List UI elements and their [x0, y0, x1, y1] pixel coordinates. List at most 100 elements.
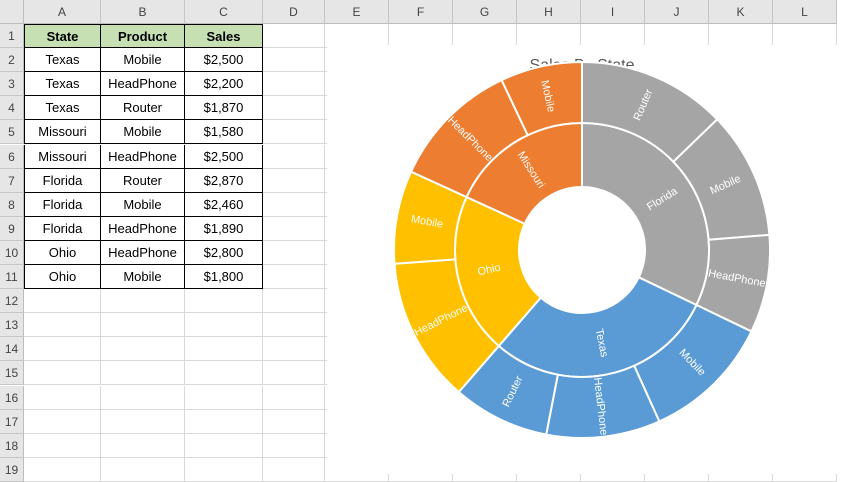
- table-cell[interactable]: $2,500: [185, 48, 263, 73]
- cell[interactable]: [263, 72, 325, 97]
- table-cell[interactable]: Router: [101, 96, 185, 121]
- row-header-10[interactable]: 10: [0, 240, 24, 265]
- column-header-K[interactable]: K: [709, 0, 773, 24]
- cell[interactable]: [263, 48, 325, 73]
- cell[interactable]: [24, 457, 101, 482]
- cell[interactable]: [24, 337, 101, 362]
- column-header-L[interactable]: L: [773, 0, 837, 24]
- cell[interactable]: [101, 385, 185, 410]
- table-cell[interactable]: $2,200: [185, 72, 263, 97]
- table-cell[interactable]: $1,800: [185, 265, 263, 290]
- cell[interactable]: [185, 313, 263, 338]
- cell[interactable]: [185, 457, 263, 482]
- cell[interactable]: [263, 361, 325, 386]
- table-header-cell[interactable]: State: [24, 24, 101, 49]
- row-header-15[interactable]: 15: [0, 361, 24, 386]
- row-header-2[interactable]: 2: [0, 48, 24, 73]
- cell[interactable]: [185, 337, 263, 362]
- row-header-6[interactable]: 6: [0, 144, 24, 169]
- cell[interactable]: [263, 337, 325, 362]
- row-header-17[interactable]: 17: [0, 409, 24, 434]
- table-cell[interactable]: Mobile: [101, 48, 185, 73]
- table-cell[interactable]: $1,870: [185, 96, 263, 121]
- row-header-13[interactable]: 13: [0, 313, 24, 338]
- row-header-1[interactable]: 1: [0, 24, 24, 49]
- row-header-3[interactable]: 3: [0, 72, 24, 97]
- row-header-19[interactable]: 19: [0, 457, 24, 482]
- table-cell[interactable]: HeadPhone: [101, 216, 185, 241]
- table-cell[interactable]: Florida: [24, 216, 101, 241]
- column-header-A[interactable]: A: [24, 0, 101, 24]
- cell[interactable]: [101, 433, 185, 458]
- cell[interactable]: [263, 240, 325, 265]
- table-cell[interactable]: $2,870: [185, 168, 263, 193]
- column-header-I[interactable]: I: [581, 0, 645, 24]
- cell[interactable]: [101, 337, 185, 362]
- cell[interactable]: [185, 409, 263, 434]
- sunburst-product-missouri-mobile[interactable]: [500, 60, 583, 137]
- column-header-C[interactable]: C: [185, 0, 263, 24]
- cell[interactable]: [263, 192, 325, 217]
- cell[interactable]: [185, 433, 263, 458]
- row-header-11[interactable]: 11: [0, 265, 24, 290]
- cell[interactable]: [263, 409, 325, 434]
- cell[interactable]: [263, 433, 325, 458]
- table-cell[interactable]: Texas: [24, 48, 101, 73]
- table-cell[interactable]: Ohio: [24, 265, 101, 290]
- cell[interactable]: [185, 385, 263, 410]
- table-header-cell[interactable]: Sales: [185, 24, 263, 49]
- table-cell[interactable]: $2,460: [185, 192, 263, 217]
- select-all-corner[interactable]: [0, 0, 24, 24]
- cell[interactable]: [24, 361, 101, 386]
- cell[interactable]: [24, 313, 101, 338]
- row-header-7[interactable]: 7: [0, 168, 24, 193]
- table-cell[interactable]: Texas: [24, 96, 101, 121]
- cell[interactable]: [263, 216, 325, 241]
- table-cell[interactable]: HeadPhone: [101, 240, 185, 265]
- cell[interactable]: [263, 385, 325, 410]
- cell[interactable]: [263, 289, 325, 314]
- cell[interactable]: [185, 289, 263, 314]
- cell[interactable]: [263, 144, 325, 169]
- column-header-D[interactable]: D: [263, 0, 325, 24]
- cell[interactable]: [263, 24, 325, 49]
- row-header-4[interactable]: 4: [0, 96, 24, 121]
- table-cell[interactable]: Missouri: [24, 144, 101, 169]
- row-header-14[interactable]: 14: [0, 337, 24, 362]
- table-cell[interactable]: Mobile: [101, 192, 185, 217]
- cell[interactable]: [24, 433, 101, 458]
- sunburst-chart[interactable]: Sales By State FloridaRouterMobileHeadPh…: [327, 45, 837, 474]
- table-cell[interactable]: $1,580: [185, 120, 263, 145]
- cell[interactable]: [185, 361, 263, 386]
- column-header-J[interactable]: J: [645, 0, 709, 24]
- cell[interactable]: [101, 361, 185, 386]
- cell[interactable]: [24, 385, 101, 410]
- row-header-12[interactable]: 12: [0, 289, 24, 314]
- table-cell[interactable]: $2,500: [185, 144, 263, 169]
- cell[interactable]: [101, 313, 185, 338]
- table-cell[interactable]: $1,890: [185, 216, 263, 241]
- column-header-E[interactable]: E: [325, 0, 389, 24]
- cell[interactable]: [263, 265, 325, 290]
- cell[interactable]: [263, 168, 325, 193]
- table-cell[interactable]: $2,800: [185, 240, 263, 265]
- cell[interactable]: [263, 96, 325, 121]
- cell[interactable]: [263, 120, 325, 145]
- table-cell[interactable]: HeadPhone: [101, 144, 185, 169]
- table-cell[interactable]: Texas: [24, 72, 101, 97]
- table-cell[interactable]: HeadPhone: [101, 72, 185, 97]
- table-cell[interactable]: Florida: [24, 192, 101, 217]
- cell[interactable]: [101, 409, 185, 434]
- table-cell[interactable]: Florida: [24, 168, 101, 193]
- table-header-cell[interactable]: Product: [101, 24, 185, 49]
- table-cell[interactable]: Ohio: [24, 240, 101, 265]
- row-header-8[interactable]: 8: [0, 192, 24, 217]
- table-cell[interactable]: Router: [101, 168, 185, 193]
- row-header-16[interactable]: 16: [0, 385, 24, 410]
- table-cell[interactable]: Mobile: [101, 265, 185, 290]
- cell[interactable]: [101, 457, 185, 482]
- column-header-B[interactable]: B: [101, 0, 185, 24]
- column-header-H[interactable]: H: [517, 0, 581, 24]
- row-header-18[interactable]: 18: [0, 433, 24, 458]
- table-cell[interactable]: Mobile: [101, 120, 185, 145]
